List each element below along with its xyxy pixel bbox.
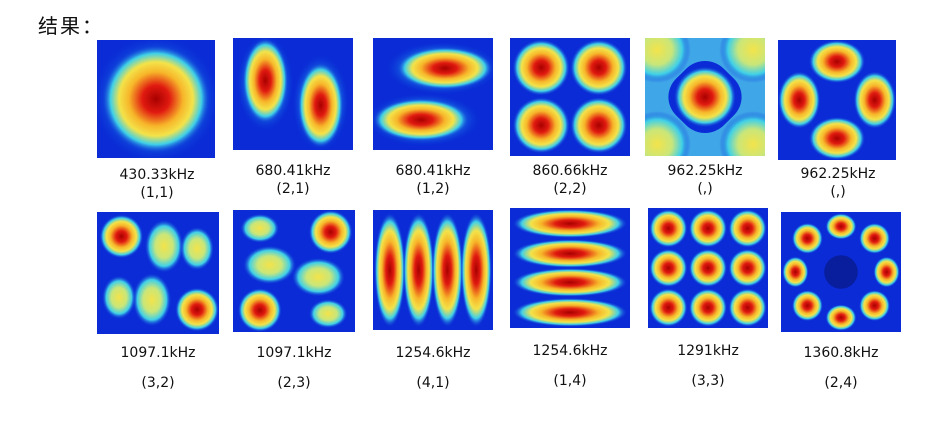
mode-frequency-2: 680.41kHz <box>255 163 331 179</box>
mode-index-2: (2,1) <box>276 181 310 197</box>
mode-frequency-1: 430.33kHz <box>119 167 195 183</box>
mode-image-11 <box>648 208 768 328</box>
mode-index-8: (2,3) <box>277 375 311 391</box>
mode-frequency-7: 1097.1kHz <box>120 345 196 361</box>
mode-index-1: (1,1) <box>140 185 174 201</box>
mode-frequency-6: 962.25kHz <box>800 166 876 182</box>
mode-image-1 <box>97 40 215 158</box>
results-title: 结果： <box>38 14 104 38</box>
mode-image-10 <box>510 208 630 328</box>
mode-image-8 <box>233 210 355 332</box>
mode-index-3: (1,2) <box>416 181 450 197</box>
mode-image-12 <box>781 212 901 332</box>
mode-index-9: (4,1) <box>416 375 450 391</box>
mode-frequency-9: 1254.6kHz <box>395 345 471 361</box>
mode-index-7: (3,2) <box>141 375 175 391</box>
mode-image-5 <box>645 38 765 156</box>
mode-frequency-5: 962.25kHz <box>667 163 743 179</box>
mode-image-7 <box>97 212 219 334</box>
mode-frequency-8: 1097.1kHz <box>256 345 332 361</box>
mode-frequency-10: 1254.6kHz <box>532 343 608 359</box>
mode-image-3 <box>373 38 493 150</box>
mode-image-9 <box>373 210 493 330</box>
mode-frequency-3: 680.41kHz <box>395 163 471 179</box>
mode-index-12: (2,4) <box>824 375 858 391</box>
mode-image-2 <box>233 38 353 150</box>
mode-image-6 <box>778 40 896 160</box>
mode-frequency-12: 1360.8kHz <box>803 345 879 361</box>
mode-index-6: (,) <box>830 184 846 200</box>
mode-image-4 <box>510 38 630 156</box>
mode-index-4: (2,2) <box>553 181 587 197</box>
mode-index-5: (,) <box>697 181 713 197</box>
mode-index-11: (3,3) <box>691 373 725 389</box>
mode-frequency-4: 860.66kHz <box>532 163 608 179</box>
mode-frequency-11: 1291kHz <box>677 343 739 359</box>
mode-index-10: (1,4) <box>553 373 587 389</box>
